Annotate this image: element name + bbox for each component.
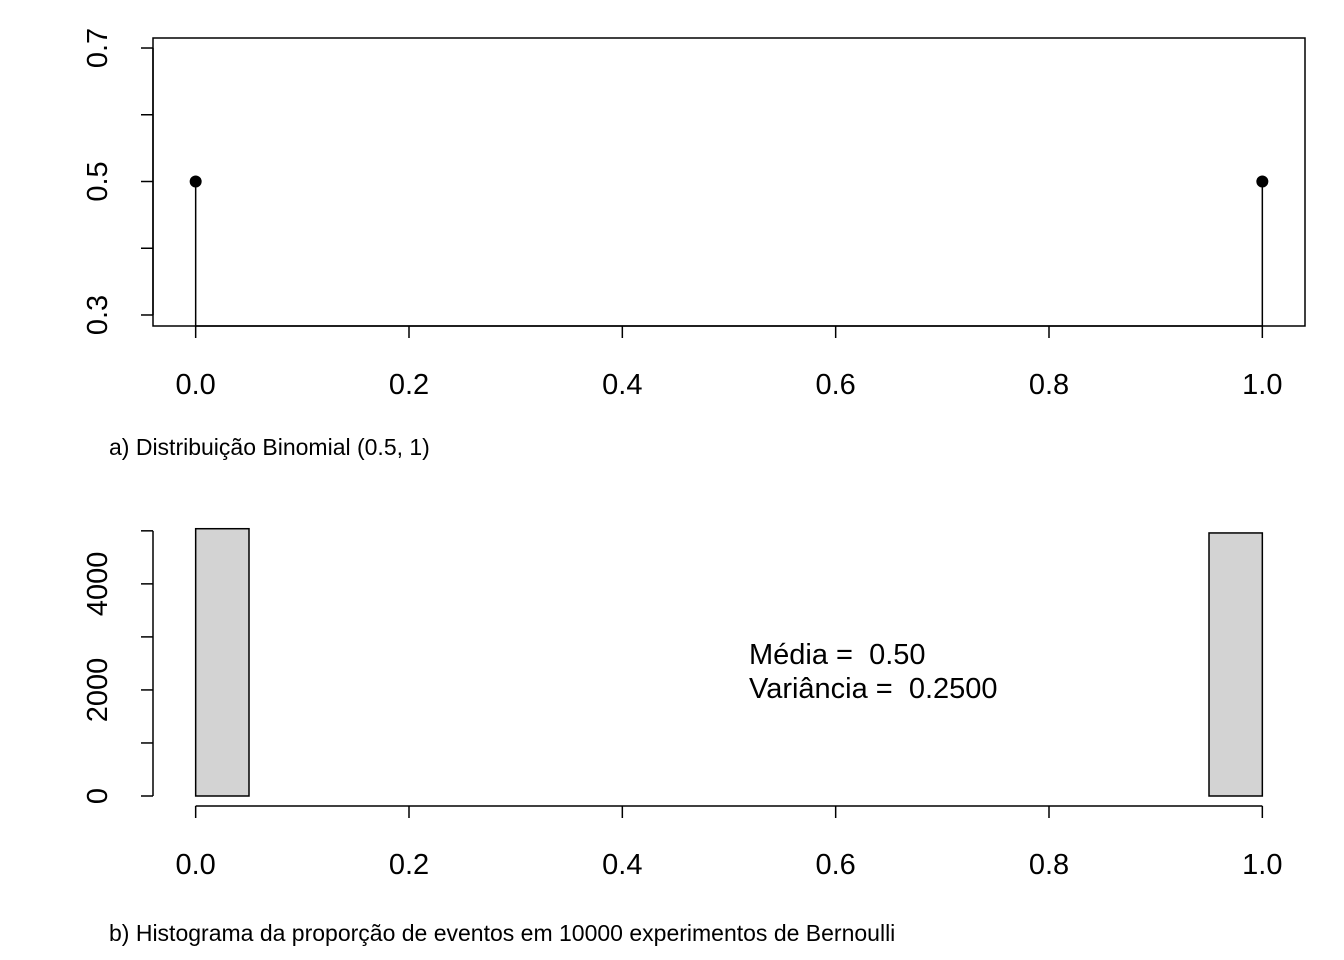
y-tick-label: 0.7 — [82, 28, 114, 68]
x-tick-label: 0.8 — [1029, 369, 1069, 401]
x-tick-label: 0.4 — [602, 369, 642, 401]
caption: a) Distribuição Binomial (0.5, 1) — [109, 434, 430, 460]
y-tick-label: 0.5 — [82, 161, 114, 201]
x-tick-label: 0.2 — [389, 849, 429, 881]
stem-point — [1256, 175, 1269, 188]
hist-bar — [194, 527, 250, 797]
caption: b) Histograma da proporção de eventos em… — [109, 920, 895, 946]
annotation: Variância = 0.2500 — [749, 673, 998, 705]
x-tick-label: 0.6 — [816, 369, 856, 401]
y-tick-label: 2000 — [82, 658, 114, 723]
hist-bar — [1208, 532, 1264, 797]
plot-box — [152, 37, 1306, 327]
y-tick-label: 0.3 — [82, 295, 114, 335]
x-tick-label: 0.8 — [1029, 849, 1069, 881]
x-tick-label: 0.6 — [816, 849, 856, 881]
x-tick-label: 1.0 — [1242, 849, 1282, 881]
y-tick-label: 4000 — [82, 552, 114, 617]
x-tick-label: 0.0 — [176, 369, 216, 401]
x-tick-label: 0.4 — [602, 849, 642, 881]
x-tick-label: 0.0 — [176, 849, 216, 881]
annotation: Média = 0.50 — [749, 639, 926, 671]
stem-point — [189, 175, 202, 188]
y-tick-label: 0 — [82, 788, 114, 804]
x-tick-label: 1.0 — [1242, 369, 1282, 401]
x-tick-label: 0.2 — [389, 369, 429, 401]
